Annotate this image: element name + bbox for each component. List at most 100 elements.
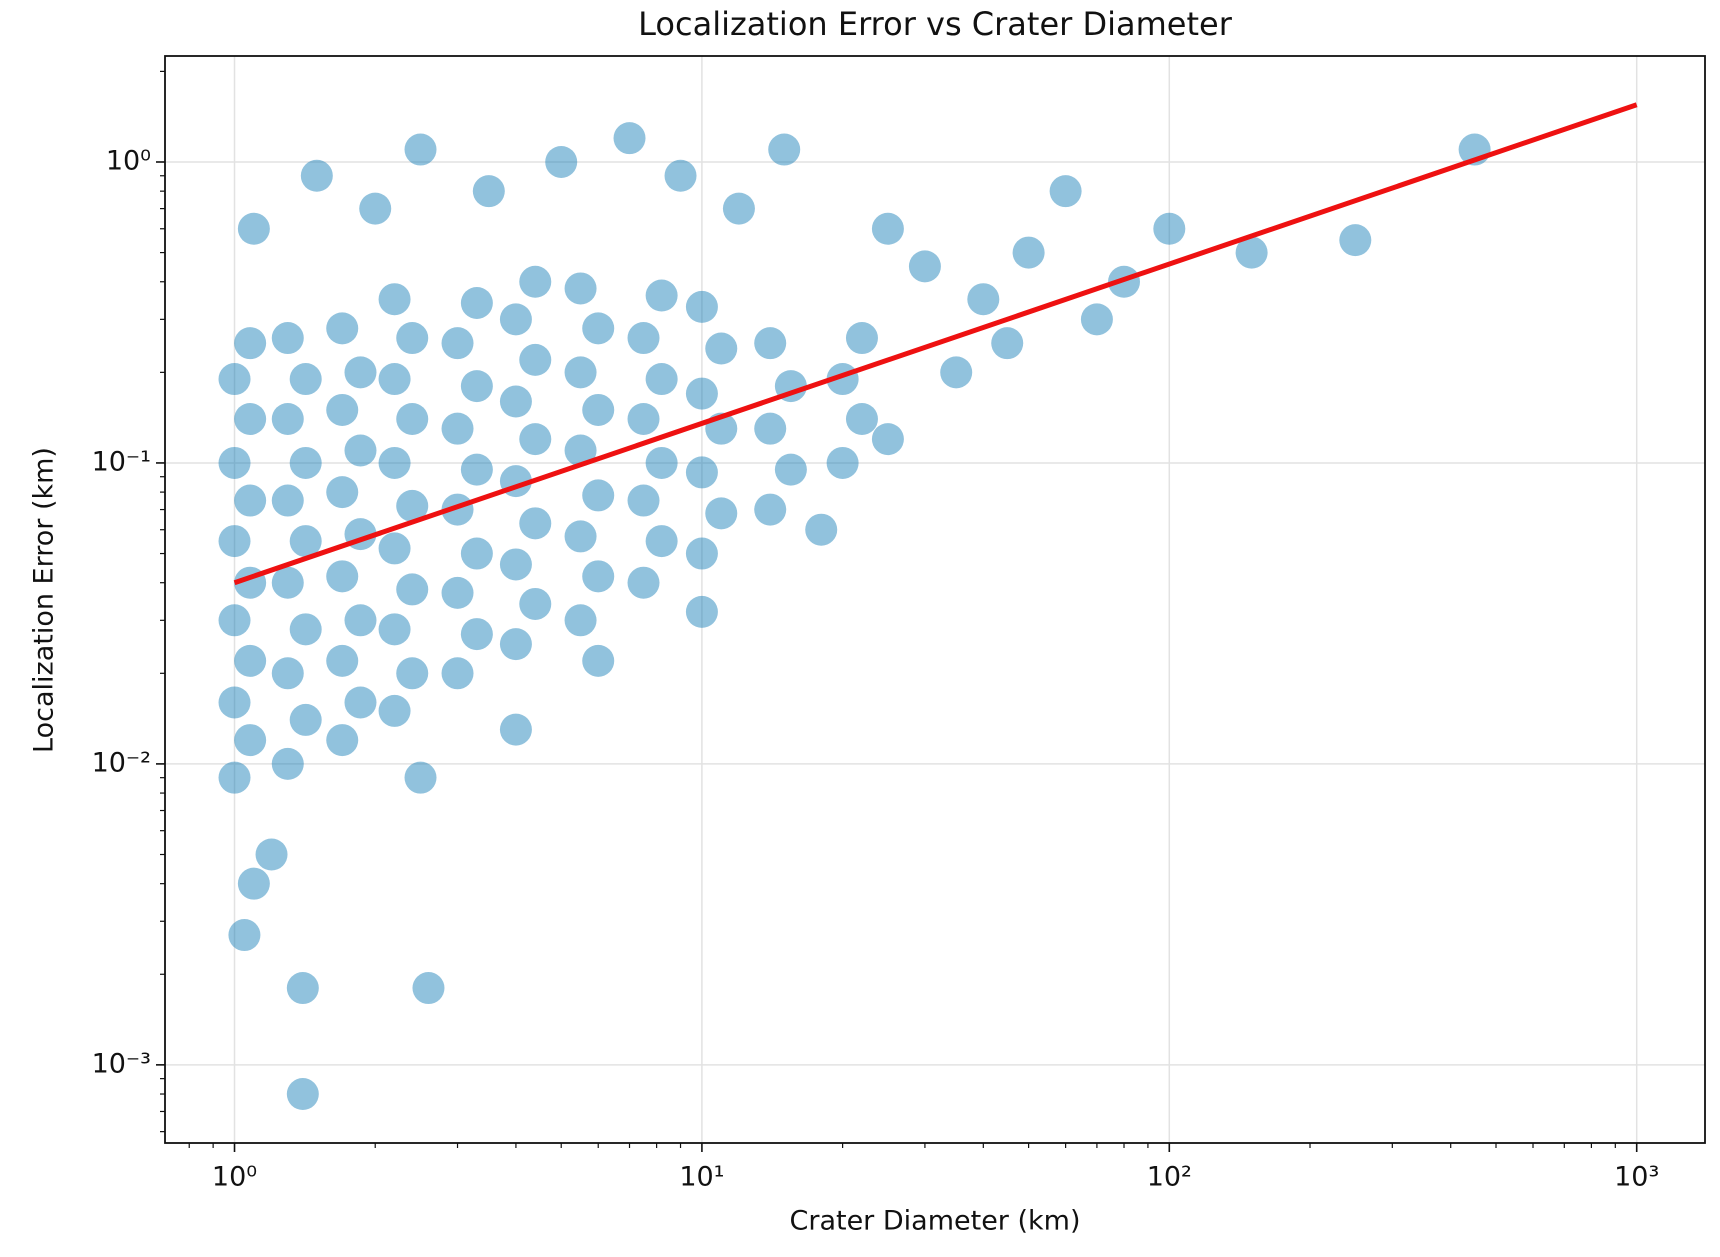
scatter-point — [378, 446, 411, 479]
scatter-point — [289, 703, 322, 736]
scatter-point — [441, 657, 474, 690]
scatter-point — [218, 761, 251, 794]
scatter-point — [1235, 236, 1268, 269]
scatter-point — [378, 363, 411, 396]
scatter-point — [472, 175, 505, 208]
scatter-point — [967, 283, 1000, 316]
scatter-point — [768, 133, 801, 166]
scatter-point — [289, 363, 322, 396]
scatter-point — [326, 724, 359, 757]
scatter-point — [564, 604, 597, 637]
y-tick-label: 10⁻¹ — [92, 446, 151, 477]
scatter-point — [1153, 212, 1186, 245]
scatter-point — [218, 363, 251, 396]
scatter-point — [871, 212, 904, 245]
scatter-point — [404, 133, 437, 166]
x-axis-label: Crater Diameter (km) — [789, 1206, 1080, 1237]
fit-line — [233, 102, 1638, 586]
scatter-point — [1012, 236, 1045, 269]
plot-area — [218, 102, 1638, 1111]
scatter-point — [441, 412, 474, 445]
x-tick-label: 10¹ — [679, 1162, 724, 1193]
scatter-point — [1080, 303, 1113, 336]
scatter-point — [519, 265, 552, 298]
scatter-point — [326, 644, 359, 677]
scatter-point — [234, 724, 267, 757]
scatter-point — [289, 446, 322, 479]
scatter-point — [460, 453, 493, 486]
scatter-point — [582, 393, 615, 426]
scatter-point — [627, 484, 660, 517]
scatter-point — [499, 548, 532, 581]
scatter-point — [705, 332, 738, 365]
scatter-point — [519, 507, 552, 540]
scatter-point — [499, 628, 532, 661]
scatter-point — [1339, 224, 1372, 257]
scatter-point — [582, 479, 615, 512]
scatter-point — [344, 604, 377, 637]
y-axis-label: Localization Error (km) — [29, 447, 60, 753]
scatter-point — [582, 644, 615, 677]
scatter-point — [774, 453, 807, 486]
scatter-point — [378, 613, 411, 646]
scatter-point — [218, 525, 251, 558]
scatter-point — [582, 312, 615, 345]
scatter-point — [908, 250, 941, 283]
scatter-point — [286, 972, 319, 1005]
scatter-point — [286, 1078, 319, 1111]
scatter-point — [234, 327, 267, 360]
scatter-point — [300, 159, 333, 192]
scatter-point — [289, 525, 322, 558]
scatter-point — [441, 576, 474, 609]
x-tick-label: 10² — [1147, 1162, 1192, 1193]
scatter-point — [344, 356, 377, 389]
scatter-point — [271, 747, 304, 780]
scatter-point — [627, 566, 660, 599]
scatter-point — [460, 370, 493, 403]
x-tick-label: 10³ — [1614, 1162, 1659, 1193]
scatter-point — [326, 393, 359, 426]
scatter-point — [404, 761, 437, 794]
scatter-point — [664, 159, 697, 192]
scatter-point — [754, 412, 787, 445]
scatter-point — [396, 573, 429, 606]
scatter-point — [519, 587, 552, 620]
scatter-point — [754, 493, 787, 526]
y-tick-label: 10⁻³ — [92, 1048, 151, 1079]
scatter-point — [237, 867, 270, 900]
scatter-point — [754, 327, 787, 360]
scatter-point — [441, 327, 474, 360]
plot-frame — [164, 55, 1706, 1144]
scatter-point — [228, 919, 261, 952]
scatter-point — [564, 272, 597, 305]
scatter-point — [234, 644, 267, 677]
scatter-point — [991, 327, 1024, 360]
scatter-point — [326, 560, 359, 593]
scatter-point — [685, 456, 718, 489]
scatter-point — [378, 283, 411, 316]
y-tick-label: 10⁻² — [92, 747, 151, 778]
scatter-point — [845, 322, 878, 355]
scatter-point — [237, 212, 270, 245]
scatter-point — [564, 520, 597, 553]
scatter-point — [627, 402, 660, 435]
scatter-point — [396, 402, 429, 435]
scatter-point — [326, 312, 359, 345]
y-tick-label: 10⁰ — [106, 145, 151, 176]
scatter-point — [940, 356, 973, 389]
scatter-point — [344, 434, 377, 467]
scatter-point — [218, 446, 251, 479]
scatter-point — [271, 657, 304, 690]
scatter-point — [218, 604, 251, 637]
scatter-point — [645, 525, 678, 558]
scatter-point — [545, 145, 578, 178]
scatter-point — [271, 566, 304, 599]
scatter-point — [412, 972, 445, 1005]
scatter-point — [234, 402, 267, 435]
scatter-point — [564, 434, 597, 467]
scatter-point — [499, 303, 532, 336]
scatter-point — [1049, 175, 1082, 208]
scatter-point — [645, 446, 678, 479]
scatter-point — [396, 657, 429, 690]
